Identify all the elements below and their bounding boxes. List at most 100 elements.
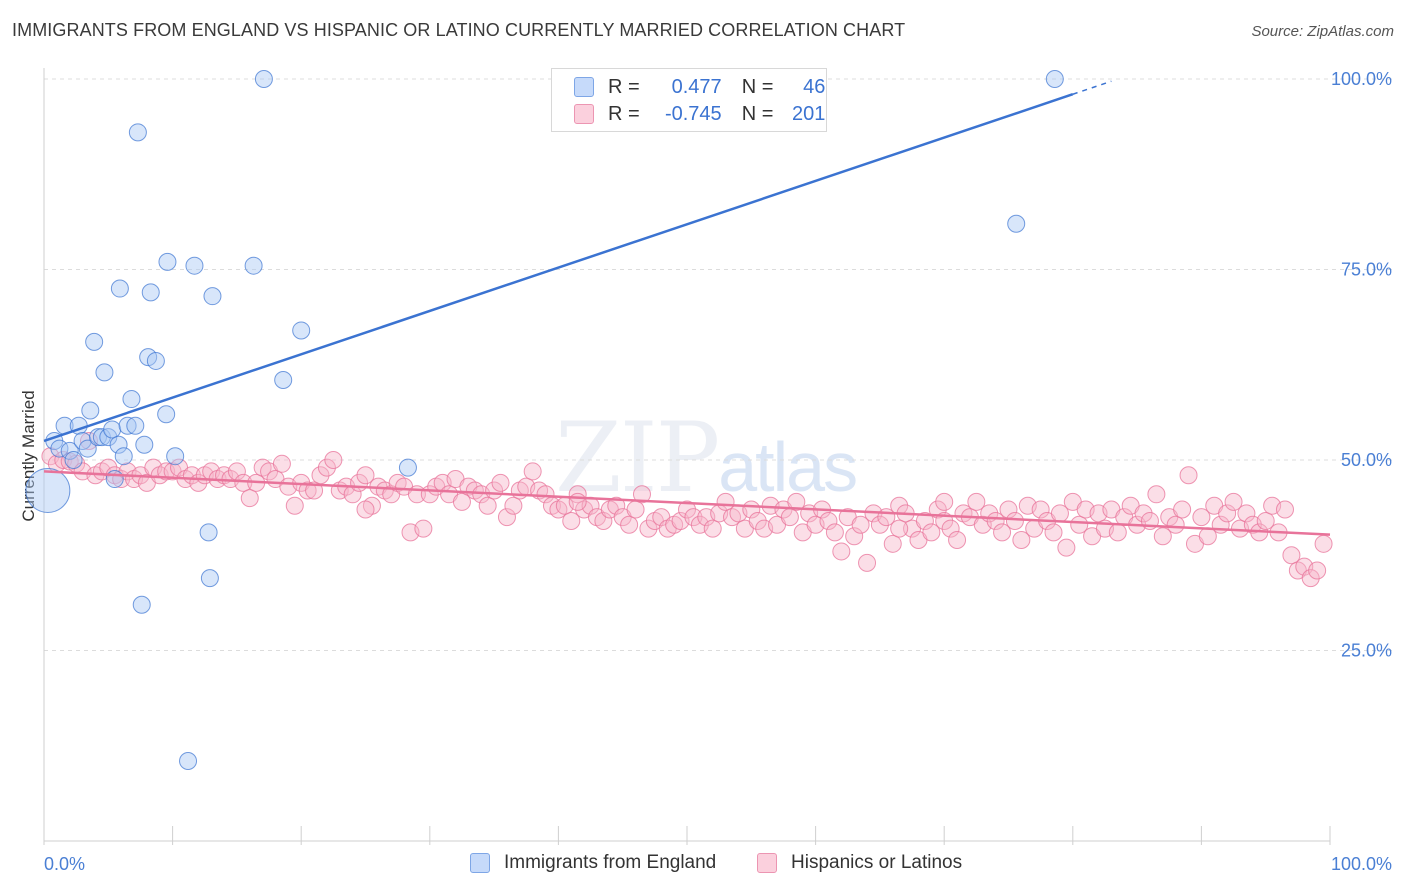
point-england bbox=[158, 252, 177, 271]
point-england bbox=[179, 751, 198, 770]
bottom-legend-label-hispanics: Hispanics or Latinos bbox=[791, 852, 963, 873]
point-england bbox=[85, 332, 104, 351]
trend-line-england bbox=[43, 93, 1074, 443]
gridlines bbox=[44, 78, 1392, 651]
point-england bbox=[81, 401, 100, 420]
y-tick-label: 50.0% bbox=[1341, 450, 1392, 470]
point-england bbox=[110, 279, 129, 298]
point-england bbox=[109, 435, 128, 454]
bottom-legend-label-england: Immigrants from England bbox=[504, 852, 717, 873]
point-hispanics bbox=[1301, 569, 1320, 588]
point-hispanics bbox=[787, 492, 806, 511]
point-hispanics bbox=[285, 496, 304, 515]
bottom-legend-england: Immigrants from England bbox=[470, 852, 716, 874]
y-axis-label: Currently Married bbox=[19, 390, 38, 521]
point-hispanics bbox=[452, 492, 471, 511]
point-hispanics bbox=[1057, 538, 1076, 557]
point-hispanics bbox=[1166, 515, 1185, 534]
point-hispanics bbox=[298, 481, 317, 500]
point-hispanics bbox=[928, 500, 947, 519]
point-england bbox=[105, 470, 124, 489]
point-hispanics bbox=[240, 489, 259, 508]
bottom-legend-hispanics: Hispanics or Latinos bbox=[757, 852, 962, 874]
legend-n-label: N = bbox=[741, 102, 774, 125]
chart-title: IMMIGRANTS FROM ENGLAND VS HISPANIC OR L… bbox=[12, 20, 906, 40]
point-england bbox=[92, 428, 111, 447]
point-england bbox=[60, 441, 79, 460]
point-hispanics bbox=[1308, 561, 1327, 580]
point-england bbox=[95, 363, 114, 382]
point-hispanics bbox=[1044, 523, 1063, 542]
point-hispanics bbox=[324, 451, 343, 469]
point-hispanics bbox=[941, 519, 960, 538]
point-hispanics bbox=[1070, 515, 1089, 534]
point-england bbox=[141, 283, 160, 302]
point-hispanics bbox=[851, 515, 870, 534]
point-hispanics bbox=[748, 511, 767, 530]
point-hispanics bbox=[607, 496, 626, 515]
point-hispanics bbox=[568, 492, 587, 511]
point-hispanics bbox=[632, 485, 651, 504]
point-england bbox=[1007, 214, 1026, 233]
point-hispanics bbox=[504, 496, 523, 515]
point-hispanics bbox=[311, 466, 330, 485]
point-england bbox=[135, 435, 154, 454]
legend-r-value: 0.477 bbox=[671, 75, 722, 98]
point-england bbox=[114, 447, 133, 466]
point-england bbox=[166, 447, 185, 466]
point-hispanics bbox=[986, 511, 1005, 530]
point-england bbox=[203, 287, 222, 306]
point-england bbox=[244, 256, 263, 275]
source-credit: Source: ZipAtlas.com bbox=[1251, 23, 1394, 40]
point-hispanics bbox=[1275, 500, 1294, 519]
point-hispanics bbox=[639, 519, 658, 538]
point-hispanics bbox=[684, 508, 703, 527]
point-hispanics bbox=[1031, 500, 1050, 519]
point-hispanics bbox=[819, 511, 838, 530]
trend-line-hispanics bbox=[43, 470, 1331, 536]
y-tick-label: 75.0% bbox=[1341, 260, 1392, 280]
point-hispanics bbox=[356, 466, 375, 485]
series-england-points bbox=[25, 70, 1064, 770]
point-hispanics bbox=[594, 511, 613, 530]
point-england bbox=[199, 523, 218, 542]
legend-swatch-england bbox=[574, 77, 594, 97]
point-hispanics bbox=[993, 523, 1012, 542]
legend-n-value: 46 bbox=[803, 75, 826, 98]
point-hispanics bbox=[356, 500, 375, 519]
point-england bbox=[118, 416, 137, 435]
point-hispanics bbox=[99, 458, 118, 477]
point-england bbox=[274, 370, 293, 389]
point-england bbox=[25, 467, 71, 513]
trend-extension-england bbox=[1072, 80, 1112, 95]
point-england bbox=[398, 458, 417, 477]
series-hispanics-points bbox=[41, 431, 1333, 588]
point-england bbox=[132, 595, 151, 614]
legend-n-label: N = bbox=[741, 75, 774, 98]
point-hispanics bbox=[1147, 485, 1166, 504]
point-hispanics bbox=[562, 511, 581, 530]
legend-row-hispanics: R = -0.745 N = 201 bbox=[574, 102, 825, 126]
point-england bbox=[64, 451, 83, 469]
point-hispanics bbox=[890, 519, 909, 538]
point-hispanics bbox=[780, 508, 799, 527]
point-hispanics bbox=[491, 473, 510, 492]
point-hispanics bbox=[915, 511, 934, 530]
point-hispanics bbox=[1256, 511, 1275, 530]
legend-r-label: R = bbox=[608, 75, 640, 98]
axes bbox=[43, 68, 1331, 845]
point-hispanics bbox=[1282, 546, 1301, 565]
point-england bbox=[157, 405, 176, 424]
point-hispanics bbox=[858, 553, 877, 572]
tick-labels: 25.0% 50.0% 75.0% 100.0% 0.0% 100.0% bbox=[44, 69, 1392, 874]
legend-swatch-hispanics bbox=[574, 104, 594, 124]
point-hispanics bbox=[1134, 504, 1153, 523]
point-hispanics bbox=[478, 496, 497, 515]
point-hispanics bbox=[967, 492, 986, 511]
point-hispanics bbox=[317, 458, 336, 477]
point-hispanics bbox=[678, 500, 696, 519]
point-hispanics bbox=[536, 485, 555, 504]
point-england bbox=[1045, 70, 1064, 88]
point-hispanics bbox=[414, 519, 433, 538]
bottom-legend-swatch-hispanics bbox=[757, 853, 777, 873]
